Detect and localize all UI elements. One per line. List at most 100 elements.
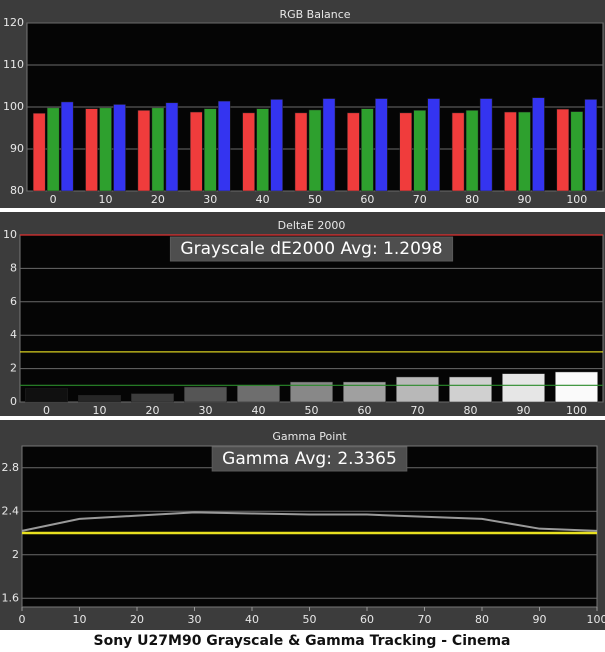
bar <box>237 385 280 403</box>
bar <box>190 111 203 192</box>
bar <box>184 386 227 403</box>
bar <box>99 107 112 192</box>
bar <box>361 108 374 192</box>
y-tick-label: 2 <box>10 362 17 375</box>
bar <box>504 111 517 192</box>
x-tick-label: 80 <box>475 613 489 626</box>
bar <box>204 108 217 192</box>
x-tick-label: 100 <box>566 404 587 417</box>
chart-title: RGB Balance <box>279 8 350 21</box>
y-tick-label: 120 <box>3 16 24 29</box>
y-tick-label: 4 <box>10 328 17 341</box>
bar <box>584 99 598 192</box>
x-tick-label: 70 <box>418 613 432 626</box>
bar <box>555 371 598 403</box>
bar <box>375 98 388 192</box>
bar <box>465 110 479 192</box>
x-tick-label: 0 <box>19 613 26 626</box>
x-tick-label: 70 <box>413 193 427 206</box>
y-tick-label: 100 <box>3 100 24 113</box>
bar <box>25 388 68 403</box>
x-tick-label: 0 <box>43 404 50 417</box>
y-tick-label: 0 <box>10 395 17 408</box>
bar <box>449 376 492 403</box>
x-tick-label: 20 <box>146 404 160 417</box>
x-tick-label: 100 <box>587 613 605 626</box>
bar <box>242 112 255 192</box>
x-tick-label: 50 <box>305 404 319 417</box>
bar <box>85 108 98 192</box>
gamma-line <box>21 511 598 532</box>
x-tick-label: 10 <box>99 193 113 206</box>
y-tick-label: 80 <box>10 184 24 197</box>
bar <box>399 112 412 192</box>
x-tick-label: 90 <box>517 193 531 206</box>
x-tick-label: 80 <box>464 404 478 417</box>
bar <box>427 98 440 192</box>
bar <box>532 97 545 192</box>
x-tick-label: 30 <box>203 193 217 206</box>
y-tick-label: 6 <box>10 295 17 308</box>
plot-area <box>21 445 598 608</box>
x-tick-label: 60 <box>360 613 374 626</box>
y-tick-label: 110 <box>3 58 24 71</box>
bar <box>32 113 46 192</box>
bar <box>518 111 531 192</box>
x-tick-label: 60 <box>358 404 372 417</box>
x-tick-label: 40 <box>245 613 259 626</box>
bar <box>137 110 151 192</box>
y-tick-label: 1.6 <box>2 591 20 604</box>
x-tick-label: 60 <box>360 193 374 206</box>
x-tick-label: 40 <box>256 193 270 206</box>
annotation-box <box>211 446 408 472</box>
bar <box>165 102 179 192</box>
y-tick-label: 2.8 <box>2 461 20 474</box>
bar <box>113 104 126 192</box>
annotation-box <box>169 236 454 262</box>
bar <box>78 395 121 403</box>
x-tick-label: 0 <box>50 193 57 206</box>
x-tick-label: 50 <box>308 193 322 206</box>
x-tick-label: 90 <box>533 613 547 626</box>
y-tick-label: 8 <box>10 261 17 274</box>
bar <box>270 99 283 192</box>
x-tick-label: 100 <box>566 193 587 206</box>
x-tick-label: 20 <box>130 613 144 626</box>
separator <box>0 208 605 212</box>
bar <box>151 107 165 192</box>
bar <box>556 108 570 192</box>
bar <box>413 110 426 192</box>
bar <box>256 108 269 192</box>
bar <box>294 112 308 192</box>
y-tick-label: 2 <box>12 548 19 561</box>
x-tick-label: 50 <box>303 613 317 626</box>
bar <box>322 98 336 192</box>
bar <box>131 393 174 403</box>
x-tick-label: 90 <box>517 404 531 417</box>
bar <box>343 381 386 403</box>
bar <box>60 101 74 192</box>
bar <box>308 109 322 192</box>
separator <box>0 416 605 420</box>
bar <box>570 111 584 192</box>
caption-background <box>0 630 605 652</box>
x-tick-label: 10 <box>93 404 107 417</box>
y-tick-label: 90 <box>10 142 24 155</box>
x-tick-label: 10 <box>73 613 87 626</box>
bar <box>218 100 231 192</box>
bar <box>347 112 360 192</box>
x-tick-label: 70 <box>411 404 425 417</box>
x-tick-label: 80 <box>465 193 479 206</box>
bar <box>502 373 545 403</box>
bar <box>479 98 493 192</box>
annotation: Gamma Avg: 2.3365 <box>222 449 397 469</box>
bar <box>46 107 60 192</box>
bar <box>290 381 333 403</box>
x-tick-label: 30 <box>188 613 202 626</box>
chart-title: Gamma Point <box>272 430 347 443</box>
annotation: Grayscale dE2000 Avg: 1.2098 <box>180 239 442 259</box>
x-tick-label: 30 <box>199 404 213 417</box>
bar <box>451 112 465 192</box>
chart-title: DeltaE 2000 <box>278 219 346 232</box>
